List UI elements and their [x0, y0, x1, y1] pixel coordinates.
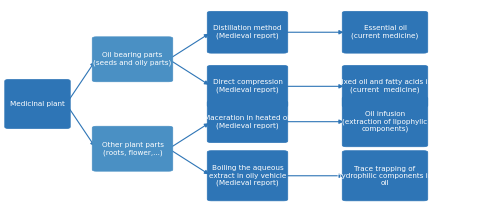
Text: Distillation method
(Medieval report): Distillation method (Medieval report): [213, 25, 282, 39]
Text: Direct compression
(Medieval report): Direct compression (Medieval report): [212, 79, 282, 93]
FancyBboxPatch shape: [208, 101, 288, 143]
Text: Essential oil
(current medicine): Essential oil (current medicine): [352, 25, 418, 39]
FancyBboxPatch shape: [342, 97, 428, 147]
Text: Medicinal plant: Medicinal plant: [10, 101, 65, 107]
FancyBboxPatch shape: [92, 37, 173, 82]
FancyBboxPatch shape: [4, 79, 70, 129]
Text: Fixed oil and fatty acids in
(current  medicine): Fixed oil and fatty acids in (current me…: [338, 79, 432, 93]
FancyBboxPatch shape: [208, 11, 288, 53]
FancyBboxPatch shape: [342, 65, 428, 107]
Text: Other plant parts
(roots, flower,...): Other plant parts (roots, flower,...): [102, 142, 164, 156]
Text: Boiling the aqueous
extract in oily vehicle
(Medieval report): Boiling the aqueous extract in oily vehi…: [209, 165, 286, 186]
FancyBboxPatch shape: [342, 11, 428, 53]
FancyBboxPatch shape: [208, 151, 288, 201]
FancyBboxPatch shape: [208, 65, 288, 107]
FancyBboxPatch shape: [342, 151, 428, 201]
Text: Oil infusion
(extraction of lipophylic
components): Oil infusion (extraction of lipophylic c…: [342, 111, 428, 132]
Text: Trace trapping of
hydrophilic components in
oil: Trace trapping of hydrophilic components…: [338, 166, 432, 186]
Text: Oil bearing parts
(seeds and oily parts): Oil bearing parts (seeds and oily parts): [94, 52, 172, 66]
FancyBboxPatch shape: [92, 126, 173, 171]
Text: Maceration in heated oil
(Medieval report): Maceration in heated oil (Medieval repor…: [204, 115, 291, 129]
